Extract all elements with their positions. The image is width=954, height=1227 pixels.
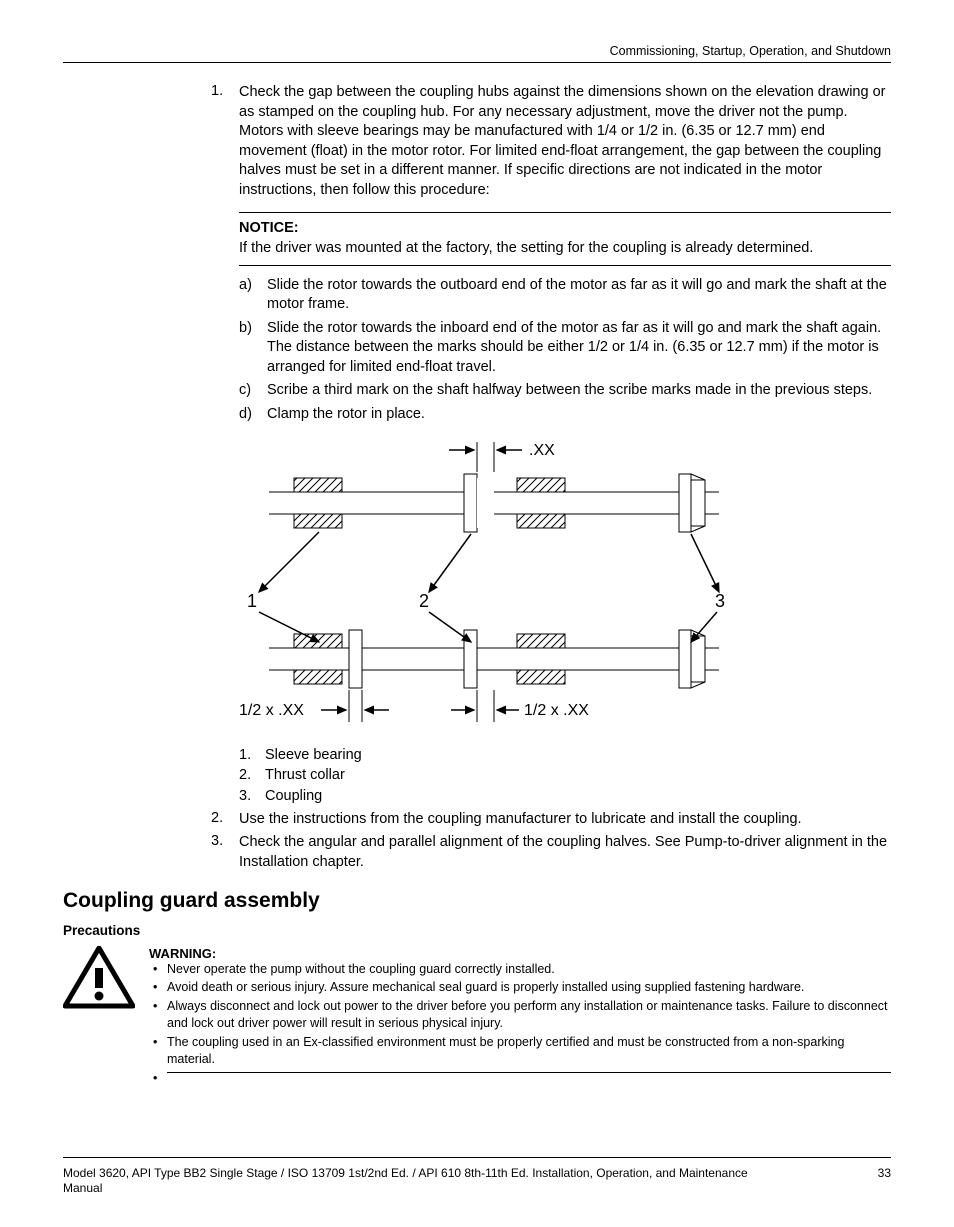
- notice-text: If the driver was mounted at the factory…: [239, 239, 891, 259]
- warning-item-3: •Always disconnect and lock out power to…: [149, 998, 891, 1032]
- substep-b-marker: b): [239, 319, 267, 378]
- substep-b-text1: Slide the rotor towards the inboard end …: [267, 319, 891, 339]
- warning-block: WARNING: •Never operate the pump without…: [63, 946, 891, 1089]
- warning-list: •Never operate the pump without the coup…: [149, 961, 891, 1087]
- step-2-marker: 2.: [211, 810, 239, 830]
- substep-c: c) Scribe a third mark on the shaft half…: [239, 381, 891, 401]
- legend-3: 3.Coupling: [239, 786, 891, 806]
- procedure-list: 1. Check the gap between the coupling hu…: [211, 83, 891, 873]
- callout-2: 2: [419, 591, 429, 611]
- warning-label: WARNING:: [149, 946, 891, 961]
- step-1-para-2: Motors with sleeve bearings may be manuf…: [239, 122, 891, 200]
- step-1-para-1: Check the gap between the coupling hubs …: [239, 83, 891, 122]
- step-2-text: Use the instructions from the coupling m…: [239, 810, 891, 830]
- substep-d-marker: d): [239, 405, 267, 425]
- dim-br-label: 1/2 x .XX: [524, 702, 589, 719]
- warning-item-2: •Avoid death or serious injury. Assure m…: [149, 979, 891, 996]
- footer-page-number: 33: [878, 1166, 891, 1197]
- notice-box: NOTICE: If the driver was mounted at the…: [239, 212, 891, 265]
- step-1: 1. Check the gap between the coupling hu…: [211, 83, 891, 806]
- footer-doc-title: Model 3620, API Type BB2 Single Stage / …: [63, 1166, 783, 1197]
- warning-item-5: •: [149, 1070, 891, 1087]
- coupling-diagram: .XX: [239, 432, 891, 739]
- step-3: 3. Check the angular and parallel alignm…: [211, 833, 891, 872]
- warning-divider: [167, 1072, 891, 1073]
- substep-a: a) Slide the rotor towards the outboard …: [239, 276, 891, 315]
- substep-b-text2: The distance between the marks should be…: [267, 338, 891, 377]
- dim-top-label: .XX: [529, 442, 555, 459]
- substep-d: d) Clamp the rotor in place.: [239, 405, 891, 425]
- substep-a-marker: a): [239, 276, 267, 315]
- warning-icon: [63, 946, 135, 1089]
- step-3-marker: 3.: [211, 833, 239, 872]
- legend-1: 1.Sleeve bearing: [239, 745, 891, 765]
- step-1-marker: 1.: [211, 83, 239, 806]
- page-header: Commissioning, Startup, Operation, and S…: [63, 44, 891, 63]
- substep-a-text: Slide the rotor towards the outboard end…: [267, 276, 891, 315]
- step-3-text: Check the angular and parallel alignment…: [239, 833, 891, 872]
- warning-item-1: •Never operate the pump without the coup…: [149, 961, 891, 978]
- notice-label: NOTICE:: [239, 219, 891, 239]
- callout-1: 1: [247, 591, 257, 611]
- page-footer: Model 3620, API Type BB2 Single Stage / …: [63, 1157, 891, 1197]
- warning-item-4: •The coupling used in an Ex-classified e…: [149, 1034, 891, 1068]
- dim-bl-label: 1/2 x .XX: [239, 702, 304, 719]
- substep-b: b) Slide the rotor towards the inboard e…: [239, 319, 891, 378]
- figure-legend: 1.Sleeve bearing 2.Thrust collar 3.Coupl…: [239, 745, 891, 806]
- substep-c-text: Scribe a third mark on the shaft halfway…: [267, 381, 891, 401]
- section-heading: Coupling guard assembly: [63, 889, 891, 913]
- content-column: 1. Check the gap between the coupling hu…: [211, 83, 891, 873]
- header-section-title: Commissioning, Startup, Operation, and S…: [63, 44, 891, 58]
- legend-2: 2.Thrust collar: [239, 765, 891, 785]
- callout-3: 3: [715, 591, 725, 611]
- substep-list: a) Slide the rotor towards the outboard …: [239, 276, 891, 425]
- precautions-label: Precautions: [63, 923, 891, 938]
- step-2: 2. Use the instructions from the couplin…: [211, 810, 891, 830]
- substep-d-text: Clamp the rotor in place.: [267, 405, 891, 425]
- substep-c-marker: c): [239, 381, 267, 401]
